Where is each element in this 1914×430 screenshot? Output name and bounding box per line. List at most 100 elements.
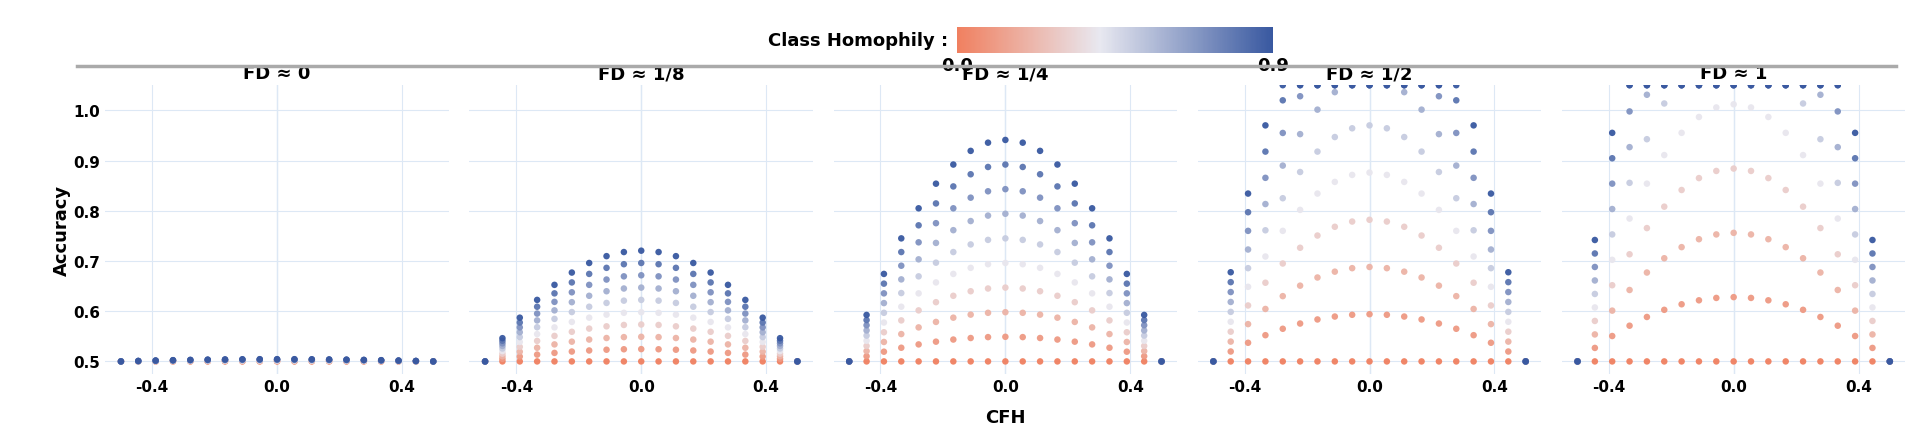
Point — [1579, 304, 1610, 311]
Point — [400, 358, 431, 365]
Point — [574, 347, 605, 354]
Point — [157, 358, 188, 365]
Point — [1874, 358, 1904, 365]
Point — [297, 357, 327, 364]
Point — [1146, 358, 1177, 365]
Point — [245, 358, 276, 365]
Point — [903, 307, 934, 314]
Point — [279, 358, 310, 365]
Point — [366, 357, 396, 364]
Point — [591, 347, 622, 353]
Point — [712, 282, 743, 289]
Point — [746, 324, 777, 331]
Point — [1041, 249, 1072, 256]
Point — [140, 358, 170, 365]
Point — [1665, 358, 1696, 365]
Point — [557, 348, 588, 355]
Point — [626, 346, 657, 353]
Point — [1284, 132, 1315, 138]
Point — [1058, 319, 1089, 326]
Point — [660, 347, 691, 353]
Point — [348, 357, 379, 364]
Point — [1215, 289, 1246, 296]
Point — [1631, 83, 1661, 89]
Point — [1215, 309, 1246, 316]
Point — [1405, 83, 1436, 89]
Point — [348, 357, 379, 364]
Point — [540, 307, 570, 314]
Point — [1353, 83, 1384, 89]
Point — [1041, 162, 1072, 169]
Point — [1458, 253, 1489, 260]
Point — [833, 358, 863, 365]
Point — [938, 206, 968, 212]
Point — [1388, 89, 1418, 96]
Point — [1874, 358, 1904, 365]
Point — [1319, 179, 1349, 186]
Point — [1596, 282, 1627, 289]
Point — [990, 260, 1020, 267]
Point — [1024, 148, 1055, 155]
Point — [1353, 358, 1384, 365]
Point — [1250, 280, 1280, 286]
Point — [1700, 168, 1730, 175]
Point — [1319, 83, 1349, 89]
Point — [1665, 83, 1696, 89]
Point — [105, 358, 136, 365]
Point — [1336, 83, 1367, 89]
Point — [1198, 358, 1229, 365]
Point — [695, 280, 725, 286]
Point — [574, 260, 605, 267]
Point — [1405, 190, 1436, 197]
Point — [1336, 172, 1367, 179]
Point — [1751, 175, 1782, 182]
Point — [1076, 324, 1106, 331]
Point — [1302, 83, 1332, 89]
Point — [486, 338, 517, 344]
Point — [1493, 329, 1524, 335]
Point — [1422, 132, 1453, 138]
Point — [348, 357, 379, 364]
Point — [1215, 358, 1246, 365]
Point — [1857, 250, 1887, 257]
Point — [1822, 215, 1853, 222]
Point — [1007, 188, 1037, 195]
Point — [1682, 83, 1713, 89]
Point — [245, 357, 276, 364]
Point — [972, 261, 1003, 268]
Point — [1198, 358, 1229, 365]
Point — [1336, 218, 1367, 225]
Point — [366, 357, 396, 364]
Point — [1127, 338, 1158, 344]
Point — [1093, 317, 1124, 324]
Point — [1146, 358, 1177, 365]
Point — [245, 356, 276, 363]
Point — [417, 358, 448, 365]
Point — [1769, 83, 1799, 89]
Point — [1717, 101, 1747, 108]
Point — [1493, 319, 1524, 326]
Point — [1146, 358, 1177, 365]
Point — [417, 358, 448, 365]
Point — [157, 358, 188, 365]
Point — [609, 322, 639, 329]
Point — [140, 358, 170, 365]
Point — [1700, 83, 1730, 89]
Point — [1822, 180, 1853, 187]
Point — [157, 357, 188, 364]
Point — [1769, 358, 1799, 365]
Point — [1751, 83, 1782, 89]
Point — [1041, 293, 1072, 300]
Point — [279, 356, 310, 363]
Point — [886, 290, 917, 297]
Point — [1319, 89, 1349, 96]
Point — [540, 324, 570, 331]
Point — [521, 344, 551, 351]
Point — [1614, 83, 1644, 89]
Point — [1215, 279, 1246, 286]
Point — [1093, 263, 1124, 270]
Point — [469, 358, 500, 365]
Point — [1370, 83, 1401, 89]
Point — [678, 358, 708, 365]
Point — [331, 357, 362, 364]
